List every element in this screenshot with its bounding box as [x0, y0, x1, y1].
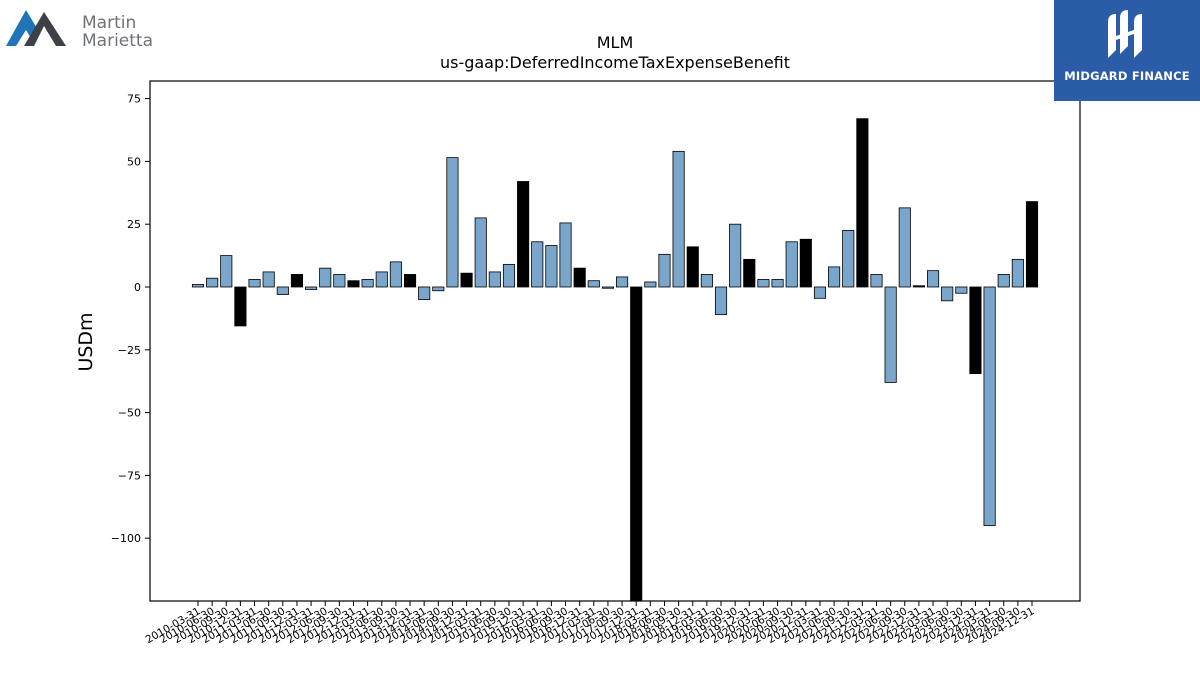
bar-2019-09-30	[729, 223, 742, 288]
y-tick-label: −100	[111, 532, 141, 545]
y-axis-label: USDm	[75, 312, 97, 371]
bar-2017-06-30	[601, 286, 614, 289]
bar-2021-12-31	[856, 118, 869, 288]
bar-2017-03-31	[587, 280, 600, 288]
midgard-emblem-icon	[1108, 10, 1142, 58]
bar-2014-09-30	[446, 157, 459, 288]
chart-subtitle: us-gaap:DeferredIncomeTaxExpenseBenefit	[440, 53, 790, 72]
bar-2018-03-31	[644, 281, 657, 288]
bar-2013-12-31	[403, 274, 417, 288]
bar-2011-12-31	[290, 274, 304, 288]
y-axis: 75 50 25 0 −25 −50 −75 −100	[111, 93, 150, 545]
plot-frame	[149, 80, 1081, 602]
bar-2018-09-30	[672, 150, 685, 288]
bars-layer	[191, 118, 1039, 602]
bar-2021-06-30	[828, 266, 841, 288]
bar-2020-06-30	[771, 279, 784, 288]
bar-2022-03-31	[870, 274, 883, 288]
bar-2012-06-30	[319, 267, 332, 288]
chart-title: MLM	[597, 33, 634, 52]
brand-name-line2: Marietta	[82, 31, 154, 51]
bar-2020-09-30	[785, 241, 798, 288]
midgard-finance-logo: MIDGARD FINANCE	[1054, 0, 1200, 101]
bar-2018-06-30	[658, 253, 671, 288]
bar-2024-12-31	[1025, 201, 1039, 288]
bar-2022-09-30	[898, 207, 911, 288]
bar-2016-06-30	[545, 245, 558, 288]
y-tick-label: 0	[134, 281, 141, 294]
bar-2013-03-31	[361, 279, 374, 288]
bar-2023-03-31	[927, 270, 940, 288]
bar-2015-09-30	[502, 263, 516, 288]
bar-2014-12-31	[460, 272, 473, 288]
martin-marietta-logo: Martin Marietta	[4, 4, 154, 50]
bar-2014-06-30	[432, 286, 445, 292]
bar-2016-03-31	[531, 241, 544, 288]
bar-2022-12-31	[912, 285, 925, 288]
bar-2023-09-30	[955, 286, 968, 294]
bar-2013-06-30	[375, 271, 388, 288]
bar-2010-06-30	[206, 277, 219, 288]
bar-2012-03-31	[305, 286, 318, 290]
bar-2019-06-30	[714, 286, 728, 316]
bar-2017-09-30	[616, 276, 629, 288]
bar-2015-12-31	[517, 181, 530, 288]
bar-2021-09-30	[842, 230, 855, 288]
bar-2023-12-31	[969, 286, 982, 375]
y-tick-label: −50	[118, 407, 141, 420]
mountain-logo-icon	[6, 10, 66, 46]
bar-2024-09-30	[1011, 258, 1024, 288]
bar-2020-03-31	[757, 279, 770, 288]
bar-2010-03-31	[191, 284, 205, 288]
bar-2012-09-30	[333, 274, 346, 288]
y-tick-label: 25	[127, 218, 141, 231]
bar-2011-09-30	[276, 286, 289, 295]
brand-name-line1: Martin	[82, 13, 137, 33]
y-tick-label: 75	[127, 93, 141, 106]
brand-name: Martin Marietta	[82, 14, 153, 50]
bar-2023-06-30	[941, 286, 954, 302]
y-tick-label: −25	[118, 344, 141, 357]
bar-2011-03-31	[248, 279, 261, 288]
bar-2015-06-30	[488, 271, 501, 288]
bar-2021-03-31	[813, 286, 827, 299]
bar-2020-12-31	[799, 238, 812, 288]
bar-2022-06-30	[884, 286, 897, 383]
bar-2013-09-30	[389, 261, 402, 288]
x-axis: 2010-03-312010-06-302010-09-302010-12-31…	[144, 601, 1037, 646]
bar-2024-06-30	[997, 274, 1010, 288]
bar-2010-12-31	[234, 286, 247, 327]
bar-2019-12-31	[743, 258, 756, 288]
partner-name: MIDGARD FINANCE	[1064, 69, 1190, 83]
bar-2018-12-31	[686, 246, 699, 288]
bar-2011-06-30	[262, 271, 275, 288]
y-tick-label: 50	[127, 155, 141, 168]
bar-2014-03-31	[418, 286, 431, 300]
bar-2019-03-31	[700, 274, 713, 288]
bar-2017-12-31	[630, 286, 643, 602]
bar-2015-03-31	[474, 217, 487, 288]
bar-2016-09-30	[559, 222, 572, 288]
y-tick-label: −75	[118, 469, 141, 482]
bar-2016-12-31	[573, 267, 586, 288]
bar-2024-03-31	[983, 286, 996, 527]
bar-2012-12-31	[347, 280, 360, 288]
bar-2010-09-30	[220, 255, 233, 288]
